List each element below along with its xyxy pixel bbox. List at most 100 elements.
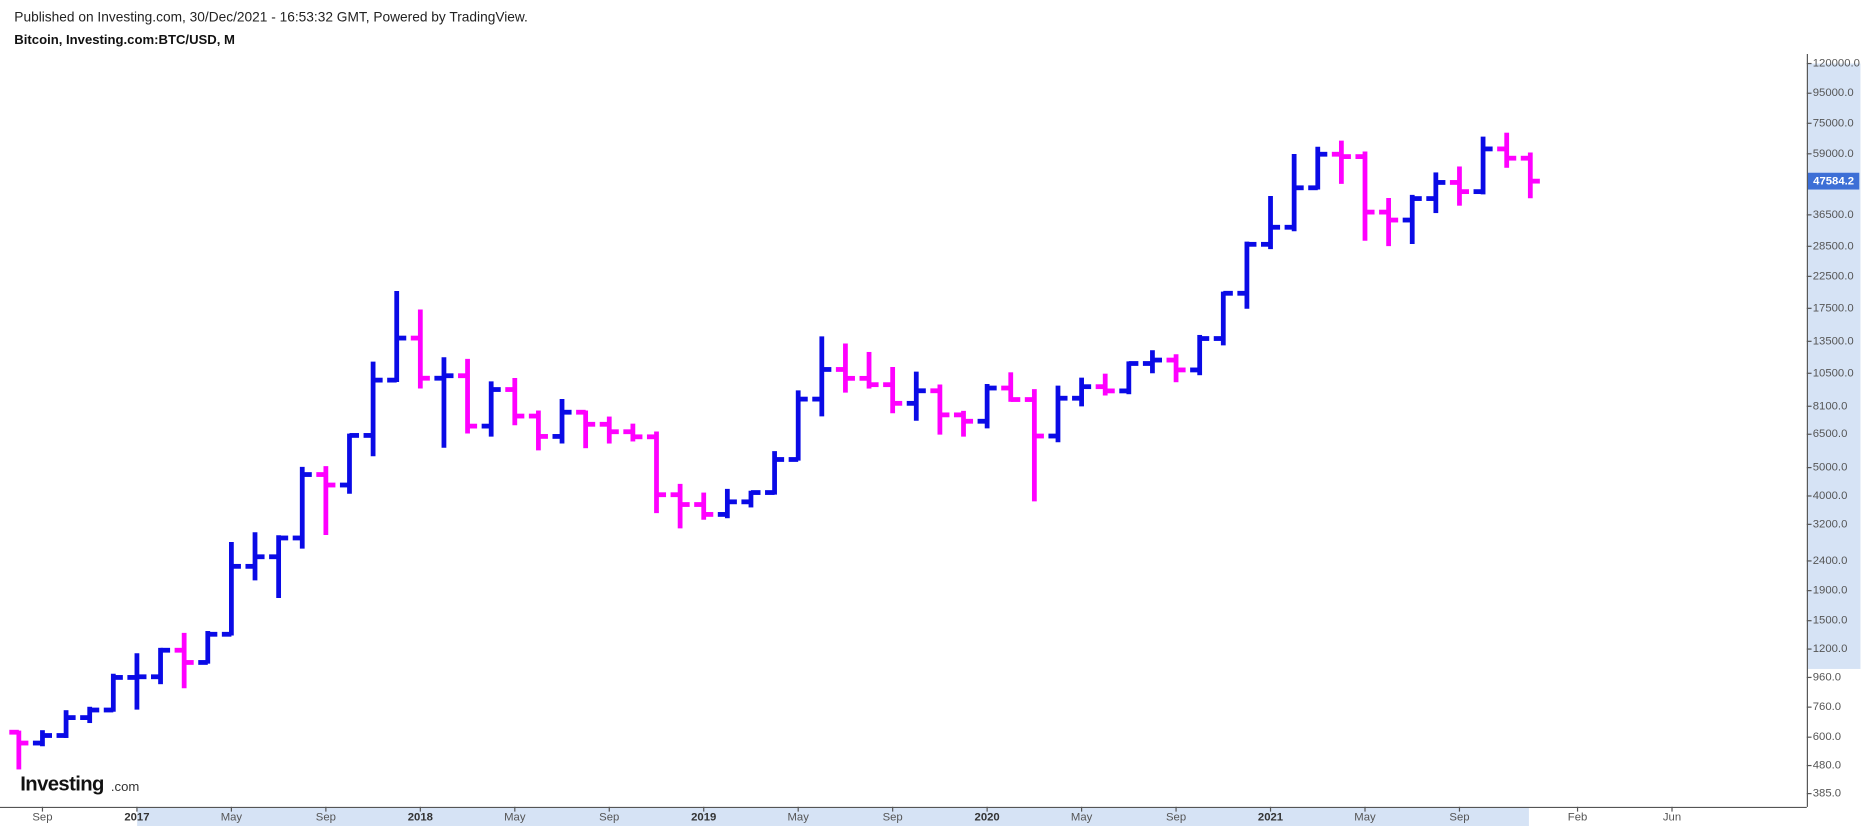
y-tick-label: 5000.0: [1813, 462, 1848, 474]
y-tick-label: 1900.0: [1813, 585, 1848, 597]
ohlc-bar: [835, 343, 855, 393]
ohlc-bar: [1402, 194, 1422, 244]
y-tick-label: 1200.0: [1813, 643, 1848, 655]
ohlc-bar: [32, 730, 53, 747]
x-tick-label: Feb: [1568, 812, 1588, 824]
x-tick-label: May: [221, 812, 243, 824]
x-tick-label: 2018: [408, 812, 433, 824]
y-tick-label: 75000.0: [1813, 117, 1854, 129]
y-tick-label: 3200.0: [1813, 518, 1848, 530]
x-tick-label: Sep: [32, 812, 52, 824]
y-tick-label: 760.0: [1813, 701, 1841, 713]
y-range-highlight: [1807, 63, 1861, 669]
ohlc-bar: [1426, 172, 1446, 214]
ohlc-bar: [458, 358, 478, 434]
x-tick-label: May: [1071, 812, 1093, 824]
ohlc-bar: [174, 632, 194, 689]
ohlc-bar: [717, 488, 737, 519]
ohlc-bar: [552, 398, 572, 444]
ohlc-bar: [788, 390, 808, 462]
y-tick-label: 8100.0: [1813, 400, 1848, 412]
ohlc-bar: [103, 673, 123, 713]
ohlc-bar: [387, 290, 407, 383]
ohlc-bar: [977, 384, 997, 429]
ohlc-bar: [576, 409, 596, 449]
ohlc-bar: [127, 653, 147, 710]
ohlc-bar: [56, 710, 76, 738]
ohlc-bar: [1072, 377, 1092, 407]
x-tick-label: 2019: [691, 812, 716, 824]
ohlc-bar: [1190, 334, 1210, 376]
ohlc-bar: [883, 366, 903, 414]
logo-suffix: .com: [111, 779, 139, 794]
ohlc-bar: [694, 492, 714, 520]
x-tick-label: Jun: [1663, 812, 1681, 824]
ohlc-bar: [1449, 166, 1470, 206]
ohlc-bar: [1284, 154, 1304, 232]
ohlc-bar: [363, 361, 383, 457]
ohlc-bar: [812, 336, 832, 417]
ohlc-bar: [1308, 146, 1328, 191]
ohlc-bar: [599, 416, 619, 444]
y-tick-label: 95000.0: [1813, 87, 1854, 99]
x-tick-label: 2017: [124, 812, 149, 824]
ohlc-bar: [1331, 140, 1351, 184]
ohlc-bar: [1379, 197, 1399, 247]
ohlc-bar: [1119, 361, 1139, 395]
y-tick-label: 13500.0: [1813, 335, 1854, 347]
y-tick-label: 2400.0: [1813, 555, 1848, 567]
y-tick-label: 22500.0: [1813, 270, 1854, 282]
ohlc-bar: [670, 483, 690, 529]
x-tick-label: Sep: [1166, 812, 1186, 824]
y-tick-label: 6500.0: [1813, 428, 1848, 440]
ohlc-bar: [269, 535, 289, 599]
x-tick-label: 2021: [1258, 812, 1283, 824]
y-tick-label: 4000.0: [1813, 490, 1848, 502]
ohlc-bar: [292, 466, 312, 549]
header: Published on Investing.com, 30/Dec/2021 …: [14, 10, 528, 25]
x-tick-label: Sep: [1449, 812, 1469, 824]
x-tick-label: Sep: [883, 812, 903, 824]
ohlc-bar: [1142, 350, 1162, 374]
x-tick-label: 2020: [975, 812, 1000, 824]
ohlc-bar: [1497, 132, 1517, 168]
y-tick-label: 59000.0: [1813, 148, 1854, 160]
y-tick-label: 960.0: [1813, 671, 1841, 683]
ohlc-bar: [434, 357, 454, 448]
ohlc-bar: [1520, 152, 1540, 199]
ohlc-bar: [80, 706, 100, 724]
x-tick-label: Sep: [599, 812, 619, 824]
ohlc-bar: [151, 647, 171, 685]
y-tick-label: 120000.0: [1813, 58, 1860, 70]
ohlc-bar: [1024, 389, 1044, 502]
y-tick-label: 17500.0: [1813, 302, 1854, 314]
y-tick-label: 600.0: [1813, 731, 1841, 743]
ohlc-bar: [245, 532, 265, 581]
y-tick-label: 385.0: [1813, 788, 1841, 800]
y-tick-label: 36500.0: [1813, 209, 1854, 221]
ohlc-bar: [623, 423, 643, 442]
ohlc-bar: [953, 410, 974, 437]
ohlc-bar: [505, 378, 525, 426]
ohlc-bar: [1048, 385, 1068, 443]
ohlc-bar: [316, 466, 336, 536]
ohlc-bar: [221, 541, 241, 637]
ohlc-bar: [1355, 151, 1375, 241]
ohlc-bar: [198, 631, 218, 665]
ohlc-bar: [859, 351, 879, 389]
ohlc-bar: [9, 729, 29, 770]
x-tick-label: May: [788, 812, 810, 824]
ohlc-bar: [1237, 241, 1257, 309]
ohlc-bar: [528, 410, 548, 451]
ohlc-bar: [481, 381, 501, 437]
ohlc-bar: [1213, 290, 1233, 346]
x-tick-label: Sep: [316, 812, 336, 824]
ohlc-bar: [1001, 372, 1021, 402]
ohlc-bar: [930, 384, 950, 435]
logo: Investing: [20, 774, 104, 796]
y-tick-label: 1500.0: [1813, 615, 1848, 627]
ohlc-bar: [646, 431, 667, 514]
ohlc-bar: [765, 451, 785, 495]
